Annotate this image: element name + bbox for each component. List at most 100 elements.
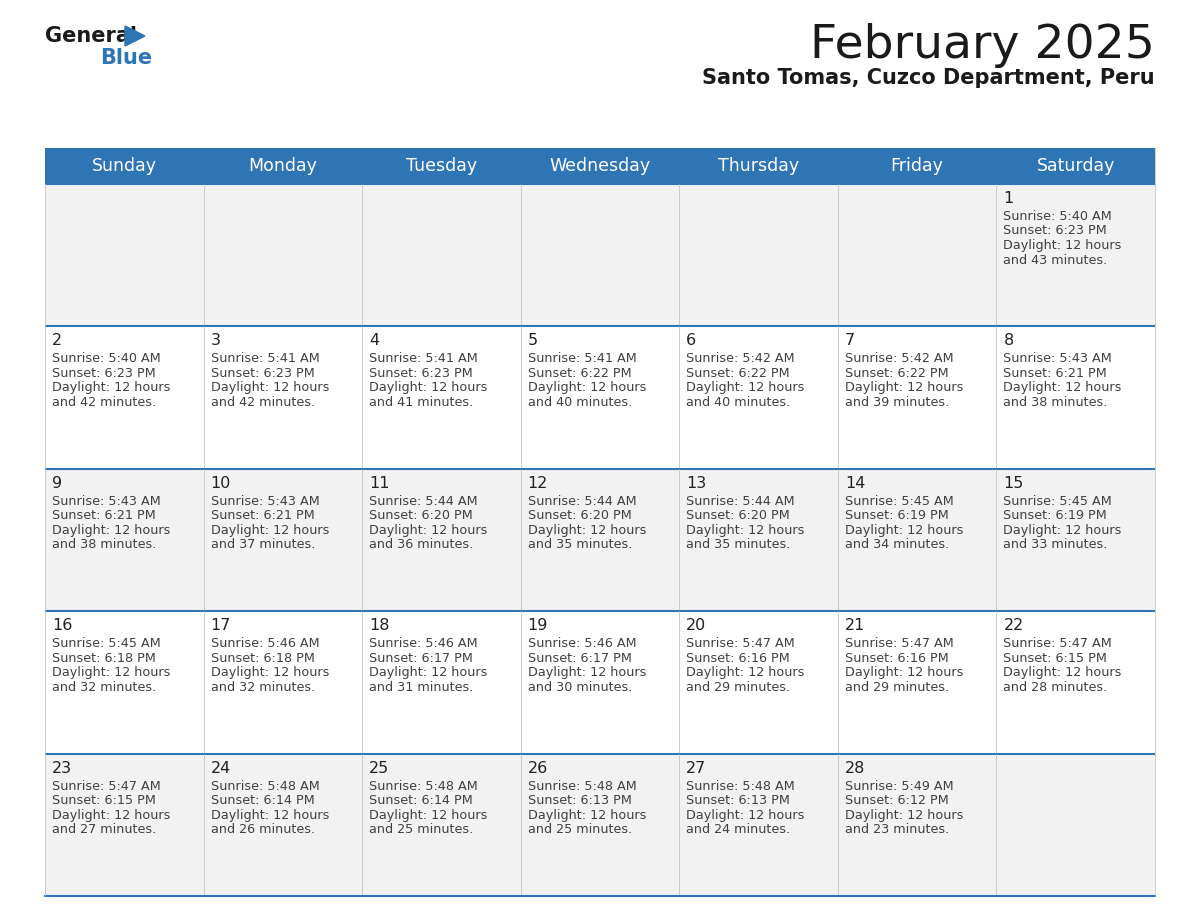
Text: and 31 minutes.: and 31 minutes.: [369, 681, 474, 694]
Text: Sunrise: 5:41 AM: Sunrise: 5:41 AM: [210, 353, 320, 365]
Text: 13: 13: [687, 476, 707, 491]
Text: and 40 minutes.: and 40 minutes.: [527, 396, 632, 409]
Text: and 35 minutes.: and 35 minutes.: [687, 538, 791, 552]
Bar: [45, 754, 1155, 896]
Text: 3: 3: [210, 333, 221, 349]
Text: Daylight: 12 hours: Daylight: 12 hours: [210, 381, 329, 395]
Text: and 35 minutes.: and 35 minutes.: [527, 538, 632, 552]
Text: Daylight: 12 hours: Daylight: 12 hours: [527, 524, 646, 537]
Text: Sunset: 6:23 PM: Sunset: 6:23 PM: [52, 367, 156, 380]
Text: and 24 minutes.: and 24 minutes.: [687, 823, 790, 836]
Text: Sunrise: 5:45 AM: Sunrise: 5:45 AM: [845, 495, 954, 508]
Text: Sunset: 6:17 PM: Sunset: 6:17 PM: [527, 652, 632, 665]
Text: Sunset: 6:19 PM: Sunset: 6:19 PM: [845, 509, 948, 522]
Text: and 36 minutes.: and 36 minutes.: [369, 538, 473, 552]
Text: and 27 minutes.: and 27 minutes.: [52, 823, 157, 836]
Text: February 2025: February 2025: [810, 23, 1155, 68]
Text: Sunset: 6:18 PM: Sunset: 6:18 PM: [52, 652, 156, 665]
Bar: [45, 469, 1155, 611]
Text: Sunrise: 5:43 AM: Sunrise: 5:43 AM: [52, 495, 160, 508]
Text: and 33 minutes.: and 33 minutes.: [1004, 538, 1107, 552]
Text: 15: 15: [1004, 476, 1024, 491]
Text: Blue: Blue: [100, 48, 152, 68]
Text: Sunrise: 5:47 AM: Sunrise: 5:47 AM: [1004, 637, 1112, 650]
Text: 22: 22: [1004, 618, 1024, 633]
Text: 12: 12: [527, 476, 548, 491]
Text: Daylight: 12 hours: Daylight: 12 hours: [1004, 524, 1121, 537]
Text: 5: 5: [527, 333, 538, 349]
Text: Sunset: 6:12 PM: Sunset: 6:12 PM: [845, 794, 948, 807]
Text: Sunset: 6:14 PM: Sunset: 6:14 PM: [369, 794, 473, 807]
Bar: [45, 148, 1155, 184]
Text: Sunrise: 5:46 AM: Sunrise: 5:46 AM: [369, 637, 478, 650]
Text: Sunrise: 5:48 AM: Sunrise: 5:48 AM: [687, 779, 795, 792]
Text: Sunset: 6:22 PM: Sunset: 6:22 PM: [687, 367, 790, 380]
Text: Sunrise: 5:47 AM: Sunrise: 5:47 AM: [845, 637, 954, 650]
Text: and 38 minutes.: and 38 minutes.: [52, 538, 157, 552]
Text: Daylight: 12 hours: Daylight: 12 hours: [687, 666, 804, 679]
Text: Sunrise: 5:43 AM: Sunrise: 5:43 AM: [210, 495, 320, 508]
Text: Sunset: 6:20 PM: Sunset: 6:20 PM: [369, 509, 473, 522]
Text: 26: 26: [527, 761, 548, 776]
Text: Friday: Friday: [891, 157, 943, 175]
Text: Daylight: 12 hours: Daylight: 12 hours: [210, 666, 329, 679]
Bar: [45, 327, 1155, 469]
Text: 23: 23: [52, 761, 72, 776]
Text: 7: 7: [845, 333, 855, 349]
Text: Sunset: 6:23 PM: Sunset: 6:23 PM: [1004, 225, 1107, 238]
Text: 18: 18: [369, 618, 390, 633]
Text: Daylight: 12 hours: Daylight: 12 hours: [369, 666, 487, 679]
Text: Sunset: 6:21 PM: Sunset: 6:21 PM: [1004, 367, 1107, 380]
Text: 20: 20: [687, 618, 707, 633]
Text: Sunset: 6:13 PM: Sunset: 6:13 PM: [527, 794, 632, 807]
Text: and 42 minutes.: and 42 minutes.: [52, 396, 156, 409]
Text: Santo Tomas, Cuzco Department, Peru: Santo Tomas, Cuzco Department, Peru: [702, 68, 1155, 88]
Text: Sunset: 6:20 PM: Sunset: 6:20 PM: [687, 509, 790, 522]
Text: Daylight: 12 hours: Daylight: 12 hours: [52, 524, 170, 537]
Text: Sunrise: 5:43 AM: Sunrise: 5:43 AM: [1004, 353, 1112, 365]
Text: Sunset: 6:22 PM: Sunset: 6:22 PM: [527, 367, 631, 380]
Text: Daylight: 12 hours: Daylight: 12 hours: [687, 381, 804, 395]
Text: 25: 25: [369, 761, 390, 776]
Text: and 42 minutes.: and 42 minutes.: [210, 396, 315, 409]
Text: Daylight: 12 hours: Daylight: 12 hours: [369, 809, 487, 822]
Text: Sunset: 6:23 PM: Sunset: 6:23 PM: [210, 367, 315, 380]
Text: and 23 minutes.: and 23 minutes.: [845, 823, 949, 836]
Bar: [45, 611, 1155, 754]
Text: Sunset: 6:21 PM: Sunset: 6:21 PM: [52, 509, 156, 522]
Text: 2: 2: [52, 333, 62, 349]
Text: Sunrise: 5:48 AM: Sunrise: 5:48 AM: [369, 779, 478, 792]
Text: and 34 minutes.: and 34 minutes.: [845, 538, 949, 552]
Text: Sunset: 6:18 PM: Sunset: 6:18 PM: [210, 652, 315, 665]
Text: Sunrise: 5:41 AM: Sunrise: 5:41 AM: [527, 353, 637, 365]
Text: Daylight: 12 hours: Daylight: 12 hours: [687, 809, 804, 822]
Text: Sunset: 6:23 PM: Sunset: 6:23 PM: [369, 367, 473, 380]
Text: Daylight: 12 hours: Daylight: 12 hours: [210, 524, 329, 537]
Text: 4: 4: [369, 333, 379, 349]
Text: Sunrise: 5:48 AM: Sunrise: 5:48 AM: [527, 779, 637, 792]
Text: Tuesday: Tuesday: [406, 157, 478, 175]
Text: Sunrise: 5:44 AM: Sunrise: 5:44 AM: [527, 495, 637, 508]
Text: and 32 minutes.: and 32 minutes.: [52, 681, 157, 694]
Text: Daylight: 12 hours: Daylight: 12 hours: [369, 524, 487, 537]
Text: Daylight: 12 hours: Daylight: 12 hours: [527, 809, 646, 822]
Text: Sunset: 6:21 PM: Sunset: 6:21 PM: [210, 509, 315, 522]
Text: and 41 minutes.: and 41 minutes.: [369, 396, 473, 409]
Text: and 29 minutes.: and 29 minutes.: [687, 681, 790, 694]
Text: Monday: Monday: [248, 157, 317, 175]
Text: Sunrise: 5:41 AM: Sunrise: 5:41 AM: [369, 353, 478, 365]
Text: Sunrise: 5:46 AM: Sunrise: 5:46 AM: [527, 637, 637, 650]
Text: Daylight: 12 hours: Daylight: 12 hours: [845, 524, 963, 537]
Text: Daylight: 12 hours: Daylight: 12 hours: [845, 381, 963, 395]
Text: 8: 8: [1004, 333, 1013, 349]
Text: Daylight: 12 hours: Daylight: 12 hours: [210, 809, 329, 822]
Text: Sunset: 6:20 PM: Sunset: 6:20 PM: [527, 509, 632, 522]
Text: and 32 minutes.: and 32 minutes.: [210, 681, 315, 694]
Text: Daylight: 12 hours: Daylight: 12 hours: [687, 524, 804, 537]
Text: and 26 minutes.: and 26 minutes.: [210, 823, 315, 836]
Text: Sunset: 6:17 PM: Sunset: 6:17 PM: [369, 652, 473, 665]
Text: Daylight: 12 hours: Daylight: 12 hours: [527, 666, 646, 679]
Text: General: General: [45, 26, 137, 46]
Text: Sunrise: 5:44 AM: Sunrise: 5:44 AM: [687, 495, 795, 508]
Text: and 25 minutes.: and 25 minutes.: [527, 823, 632, 836]
